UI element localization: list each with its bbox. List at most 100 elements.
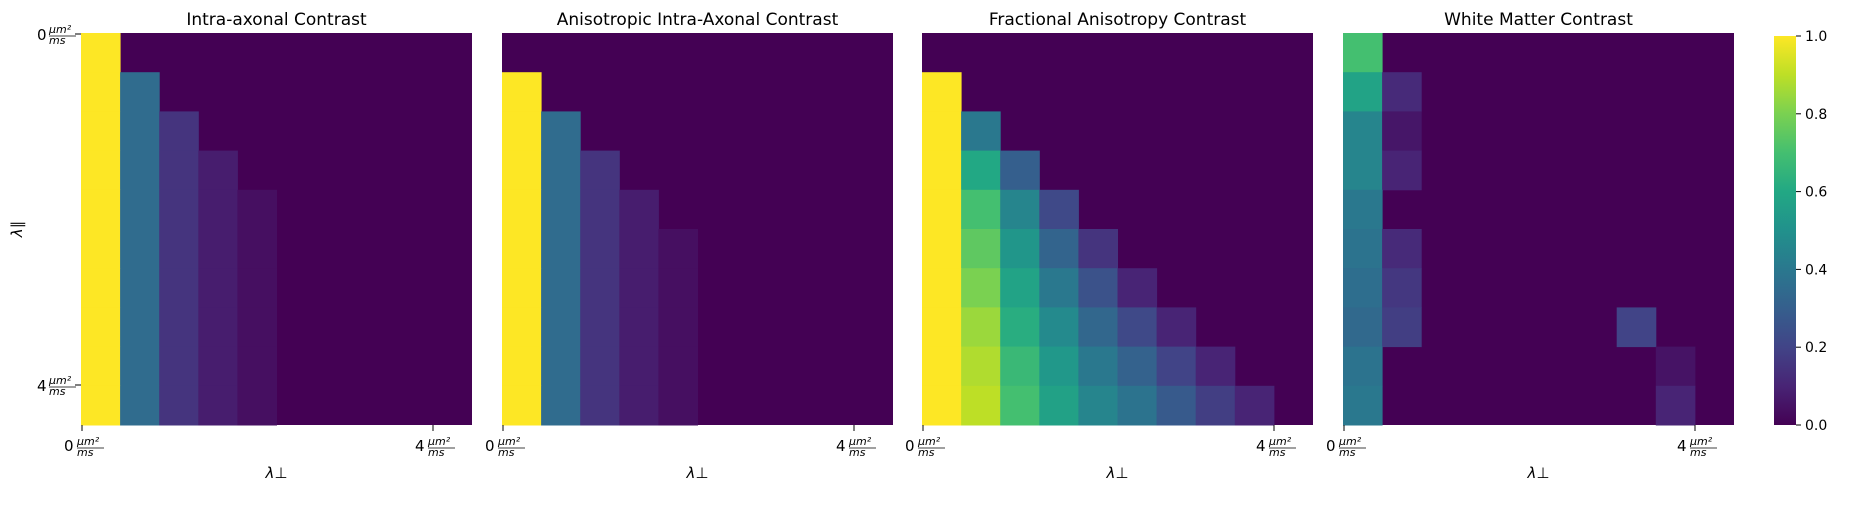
heatmap-cell [159, 229, 199, 269]
heatmap-cell [1000, 229, 1040, 269]
heatmap-cell [1382, 72, 1422, 112]
heatmap-cell [541, 111, 581, 152]
heatmap-cell [81, 33, 121, 73]
panel-title: Anisotropic Intra-Axonal Contrast [557, 10, 839, 30]
heatmap-cell [922, 229, 962, 269]
heatmap-cell [541, 307, 581, 348]
x-tick-label: 4 [1256, 437, 1266, 455]
x-tick-label: 4 [415, 437, 425, 455]
x-tick-unit: μm² ms [1268, 435, 1292, 459]
heatmap-cell [1156, 346, 1197, 387]
heatmap-cell [1117, 268, 1158, 308]
heatmap-cell [580, 307, 620, 348]
heatmap-cell [541, 150, 581, 191]
x-axis-label: λ⊥ [686, 464, 709, 482]
heatmap-cell [1000, 385, 1040, 426]
heatmap-cell [1343, 346, 1383, 387]
heatmap-cell [1382, 307, 1422, 348]
heatmap-cell [81, 150, 121, 191]
heatmap-cell [1156, 385, 1197, 426]
colorbar-tick-label: 1.0 [1805, 29, 1827, 45]
heatmap-cell [1000, 150, 1040, 191]
heatmap-cell [198, 268, 238, 308]
heatmap-cell [922, 150, 962, 191]
y-axis-label: λ∥ [8, 221, 26, 238]
heatmap-cell [198, 307, 238, 348]
heatmap-cell [81, 385, 121, 426]
heatmap-cell [619, 385, 659, 426]
x-tick-label: 0 [1326, 437, 1336, 455]
heatmap-cell [922, 189, 962, 230]
heatmap-cell [502, 385, 542, 426]
x-axis-label: λ⊥ [265, 464, 288, 482]
heatmap-cell [1655, 346, 1696, 387]
heatmap-cell [961, 268, 1001, 308]
heatmap-cell [1382, 268, 1422, 308]
heatmap-cell [1156, 307, 1197, 348]
heatmap-cell [1000, 307, 1040, 348]
heatmap-cell [541, 385, 581, 426]
heatmap-cell [922, 307, 962, 348]
heatmap-cell [1343, 385, 1383, 426]
panel-title: White Matter Contrast [1444, 10, 1633, 30]
heatmap-cell [81, 72, 121, 112]
x-tick-unit: μm² ms [427, 435, 451, 459]
colorbar-tick-label: 0.6 [1805, 185, 1827, 201]
heatmap-cell [922, 111, 962, 152]
heatmap-cell [502, 229, 542, 269]
heatmap-cell [961, 229, 1001, 269]
heatmap-cell [1343, 229, 1383, 269]
heatmap-cell [1000, 268, 1040, 308]
heatmap-cell [1616, 307, 1657, 348]
heatmap-cell [159, 385, 199, 426]
heatmap-cell [922, 268, 962, 308]
heatmap-cell [81, 229, 121, 269]
heatmap-cell [502, 189, 542, 230]
heatmap-cell [81, 111, 121, 152]
heatmap-cell [159, 150, 199, 191]
heatmap-cell [1117, 385, 1158, 426]
heatmap-cell [120, 150, 160, 191]
heatmap-cell [1039, 189, 1079, 230]
colorbar-tick-label: 0.2 [1805, 340, 1827, 356]
heatmap-cell [580, 346, 620, 387]
heatmap-cell [541, 268, 581, 308]
colorbar-tick-label: 0.0 [1805, 418, 1827, 434]
heatmap-cell [120, 229, 160, 269]
heatmap-cell [922, 346, 962, 387]
heatmap-cell [237, 346, 277, 387]
heatmap-cell [1078, 346, 1118, 387]
heatmap-cell [1078, 229, 1118, 269]
heatmap-cell [1382, 229, 1422, 269]
heatmap-cell [961, 307, 1001, 348]
heatmap-cell [502, 307, 542, 348]
heatmap-cell [237, 229, 277, 269]
heatmap-cell [120, 307, 160, 348]
heatmap-cell [198, 150, 238, 191]
heatmap-cell [580, 189, 620, 230]
panel-title: Intra-axonal Contrast [186, 10, 367, 30]
heatmap-cell [198, 385, 238, 426]
heatmap-cell [922, 72, 962, 112]
heatmap-cell [159, 189, 199, 230]
heatmap-cell [502, 150, 542, 191]
colorbar-tick-label: 0.4 [1805, 262, 1827, 278]
heatmap-cell [120, 385, 160, 426]
y-tick-unit: μm² ms [48, 23, 72, 47]
x-tick-unit: μm² ms [76, 435, 100, 459]
heatmap-cell [1655, 385, 1696, 426]
y-tick-label: 4 [37, 377, 47, 395]
heatmap-cell [541, 346, 581, 387]
heatmap-cell [1234, 385, 1275, 426]
heatmap-cell [237, 385, 277, 426]
heatmap-cell [1343, 150, 1383, 191]
heatmap-cell [1039, 268, 1079, 308]
heatmap-cell [1343, 268, 1383, 308]
heatmap-cell [237, 307, 277, 348]
heatmap-cell [1117, 346, 1158, 387]
x-tick-label: 0 [485, 437, 495, 455]
